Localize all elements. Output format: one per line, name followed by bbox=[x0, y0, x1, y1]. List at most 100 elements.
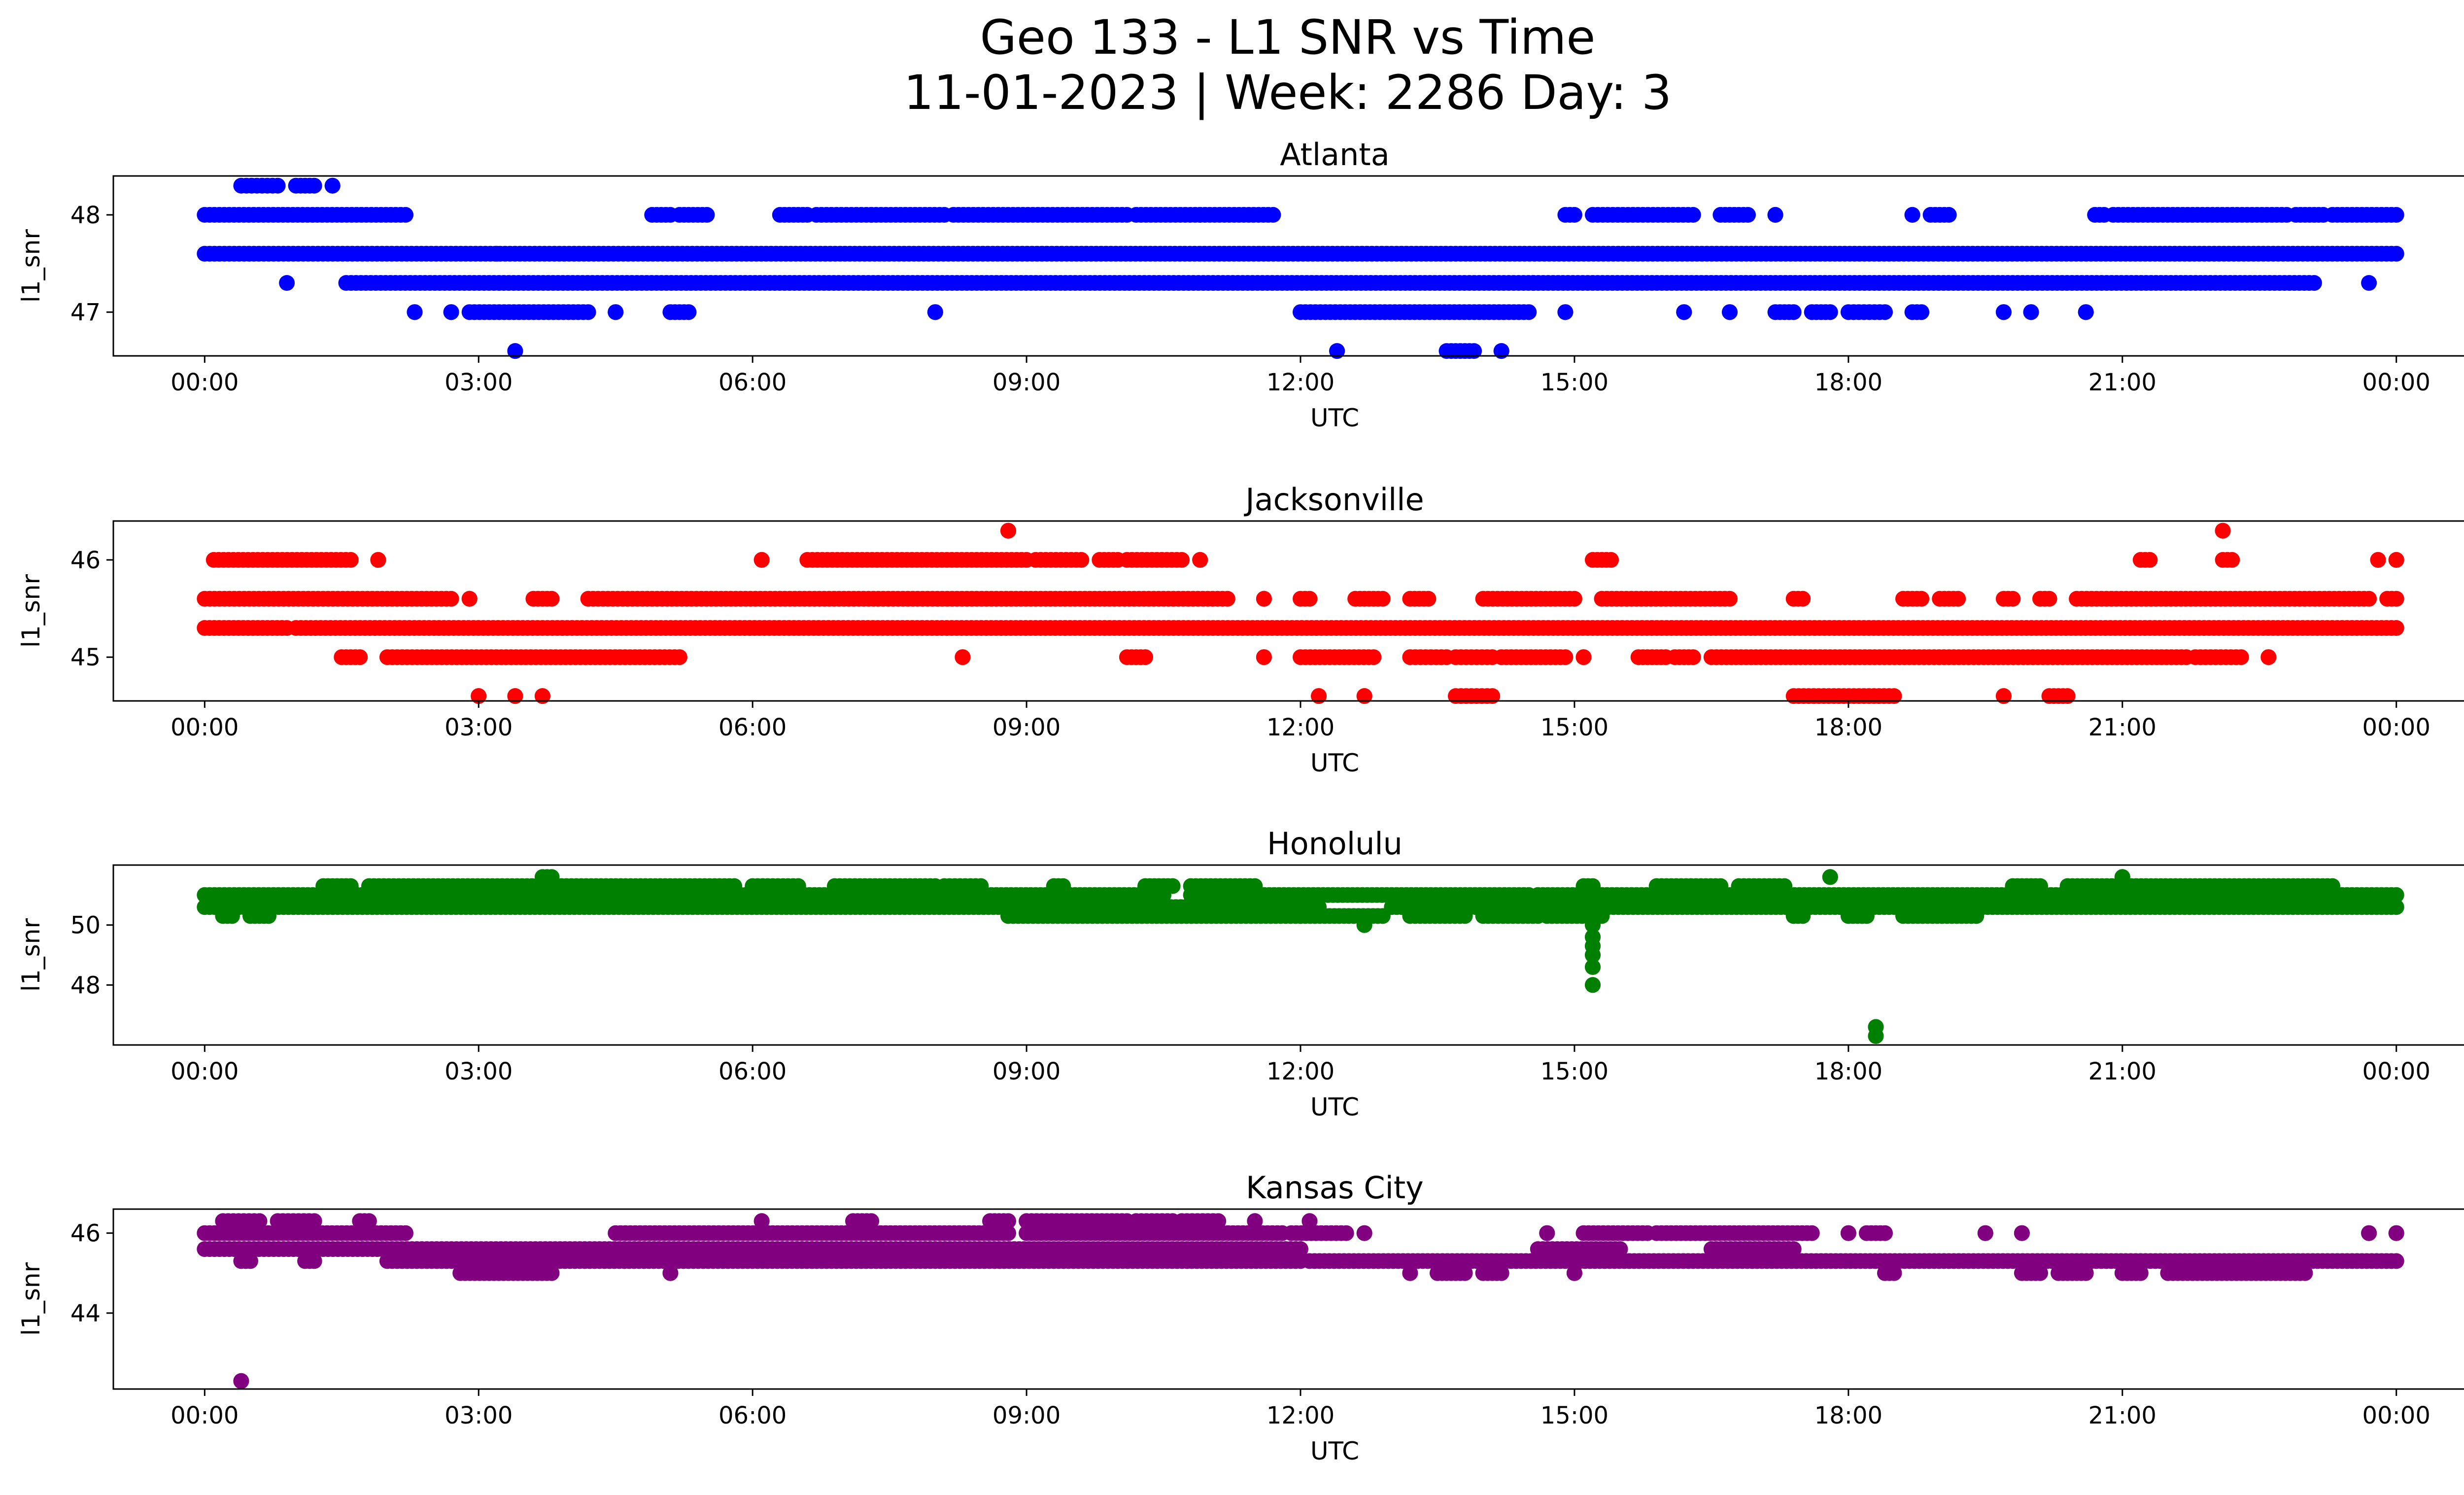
data-point bbox=[1840, 1225, 1856, 1241]
data-point bbox=[2388, 207, 2404, 223]
data-point bbox=[1338, 1225, 1354, 1241]
data-point bbox=[1722, 591, 1738, 607]
data-point bbox=[1575, 649, 1592, 665]
data-point bbox=[2370, 552, 2386, 568]
data-point bbox=[1374, 908, 1391, 924]
data-point bbox=[324, 177, 341, 194]
x-tick-label: 18:00 bbox=[1814, 369, 1882, 396]
x-tick-label: 03:00 bbox=[445, 1058, 513, 1085]
x-tick-label: 06:00 bbox=[719, 1402, 787, 1429]
data-point bbox=[2023, 304, 2039, 320]
data-point bbox=[863, 1213, 880, 1229]
data-point bbox=[726, 878, 743, 894]
data-point bbox=[681, 304, 697, 320]
y-tick-label: 48 bbox=[70, 202, 101, 229]
data-point bbox=[1822, 304, 1838, 320]
data-point bbox=[233, 1373, 249, 1389]
y-axis-label: l1_snr bbox=[17, 1262, 45, 1336]
data-point bbox=[1914, 591, 1930, 607]
x-tick-label: 12:00 bbox=[1266, 369, 1335, 396]
x-tick-label: 00:00 bbox=[2362, 1402, 2430, 1429]
data-point bbox=[1073, 552, 1090, 568]
data-point bbox=[2032, 1265, 2048, 1281]
x-tick-label: 06:00 bbox=[719, 714, 787, 741]
data-point bbox=[2260, 649, 2277, 665]
data-point bbox=[2361, 275, 2377, 291]
data-point bbox=[407, 304, 423, 320]
data-point bbox=[461, 591, 478, 607]
x-tick-label: 21:00 bbox=[2088, 1058, 2156, 1085]
data-point bbox=[2078, 304, 2094, 320]
data-point bbox=[342, 552, 359, 568]
y-tick-label: 44 bbox=[70, 1300, 101, 1327]
data-point bbox=[1055, 878, 1071, 894]
y-tick-label: 45 bbox=[70, 644, 101, 671]
data-point bbox=[699, 207, 715, 223]
data-point bbox=[1557, 649, 1574, 665]
data-point bbox=[1311, 688, 1327, 704]
x-tick-label: 09:00 bbox=[992, 1402, 1061, 1429]
data-point bbox=[608, 304, 624, 320]
data-point bbox=[2005, 591, 2021, 607]
data-point bbox=[671, 649, 687, 665]
x-tick-label: 09:00 bbox=[992, 1058, 1061, 1085]
data-point bbox=[1174, 552, 1190, 568]
subplot-title: Jacksonville bbox=[1243, 482, 1424, 518]
figure-title: Geo 133 - L1 SNR vs Time bbox=[980, 10, 1596, 65]
data-point bbox=[1457, 1265, 1473, 1281]
data-point bbox=[370, 552, 386, 568]
x-tick-label: 00:00 bbox=[171, 369, 239, 396]
data-point bbox=[1247, 878, 1263, 894]
x-tick-label: 21:00 bbox=[2088, 1402, 2156, 1429]
figure-subtitle: 11-01-2023 | Week: 2286 Day: 3 bbox=[903, 65, 1672, 120]
data-point bbox=[1722, 304, 1738, 320]
data-point bbox=[544, 591, 560, 607]
data-point bbox=[1822, 869, 1838, 885]
data-point bbox=[1521, 304, 1537, 320]
data-point bbox=[1995, 688, 2012, 704]
axes-frame bbox=[112, 175, 2464, 357]
data-point bbox=[1685, 649, 1701, 665]
x-tick-label: 15:00 bbox=[1540, 1402, 1608, 1429]
data-point bbox=[2325, 878, 2340, 894]
data-point bbox=[2032, 878, 2048, 894]
data-point bbox=[1137, 649, 1153, 665]
data-point bbox=[1493, 1265, 1509, 1281]
data-point bbox=[2361, 591, 2377, 607]
x-tick-label: 00:00 bbox=[171, 1058, 239, 1085]
x-tick-label: 15:00 bbox=[1540, 369, 1608, 396]
data-point bbox=[361, 1213, 377, 1229]
data-point bbox=[2388, 245, 2404, 262]
data-point bbox=[279, 275, 295, 291]
data-points bbox=[197, 522, 2404, 704]
y-tick-label: 47 bbox=[70, 299, 101, 326]
data-point bbox=[1676, 304, 1692, 320]
data-point bbox=[1466, 343, 1482, 359]
data-point bbox=[544, 869, 560, 885]
x-tick-label: 12:00 bbox=[1266, 714, 1335, 741]
data-point bbox=[1585, 977, 1601, 993]
data-point bbox=[2014, 1225, 2030, 1241]
data-point bbox=[1164, 878, 1181, 894]
data-point bbox=[1941, 207, 1957, 223]
data-point bbox=[1914, 304, 1930, 320]
y-axis-label: l1_snr bbox=[17, 229, 45, 303]
data-point bbox=[1457, 908, 1473, 924]
data-point bbox=[1877, 1225, 1893, 1241]
data-point bbox=[1356, 917, 1372, 933]
axes-frame bbox=[112, 520, 2464, 702]
data-point bbox=[544, 1265, 560, 1281]
data-point bbox=[1256, 649, 1272, 665]
data-point bbox=[1484, 688, 1501, 704]
data-point bbox=[2132, 1265, 2149, 1281]
data-point bbox=[342, 878, 359, 894]
y-tick-label: 46 bbox=[70, 547, 101, 574]
data-point bbox=[471, 688, 487, 704]
x-tick-label: 15:00 bbox=[1540, 1058, 1608, 1085]
data-point bbox=[1585, 878, 1601, 894]
data-point bbox=[790, 878, 806, 894]
data-point bbox=[1877, 304, 1893, 320]
data-point bbox=[1329, 343, 1345, 359]
